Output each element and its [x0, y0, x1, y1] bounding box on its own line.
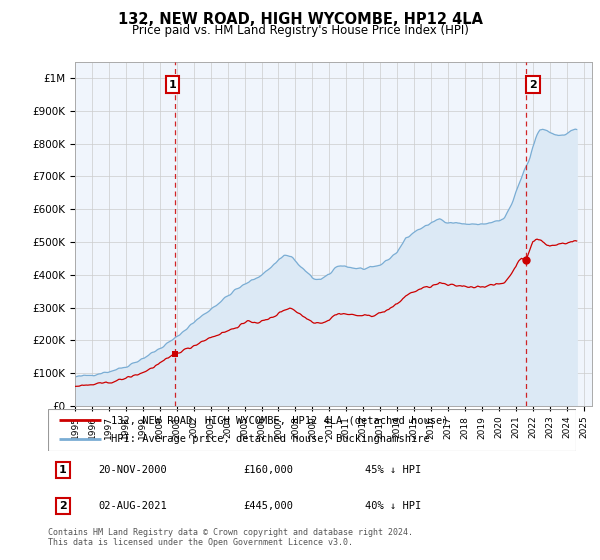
Text: 132, NEW ROAD, HIGH WYCOMBE, HP12 4LA (detached house): 132, NEW ROAD, HIGH WYCOMBE, HP12 4LA (d…	[112, 415, 449, 425]
Text: 45% ↓ HPI: 45% ↓ HPI	[365, 465, 421, 475]
Text: 132, NEW ROAD, HIGH WYCOMBE, HP12 4LA: 132, NEW ROAD, HIGH WYCOMBE, HP12 4LA	[118, 12, 482, 27]
Text: 40% ↓ HPI: 40% ↓ HPI	[365, 501, 421, 511]
Text: £445,000: £445,000	[244, 501, 293, 511]
Text: 1: 1	[59, 465, 67, 475]
Text: Contains HM Land Registry data © Crown copyright and database right 2024.
This d: Contains HM Land Registry data © Crown c…	[48, 528, 413, 547]
Text: Price paid vs. HM Land Registry's House Price Index (HPI): Price paid vs. HM Land Registry's House …	[131, 24, 469, 37]
Text: 2: 2	[59, 501, 67, 511]
Text: £160,000: £160,000	[244, 465, 293, 475]
Text: 2: 2	[529, 80, 537, 90]
Text: HPI: Average price, detached house, Buckinghamshire: HPI: Average price, detached house, Buck…	[112, 435, 430, 445]
Text: 20-NOV-2000: 20-NOV-2000	[98, 465, 167, 475]
Text: 02-AUG-2021: 02-AUG-2021	[98, 501, 167, 511]
Text: 1: 1	[169, 80, 176, 90]
